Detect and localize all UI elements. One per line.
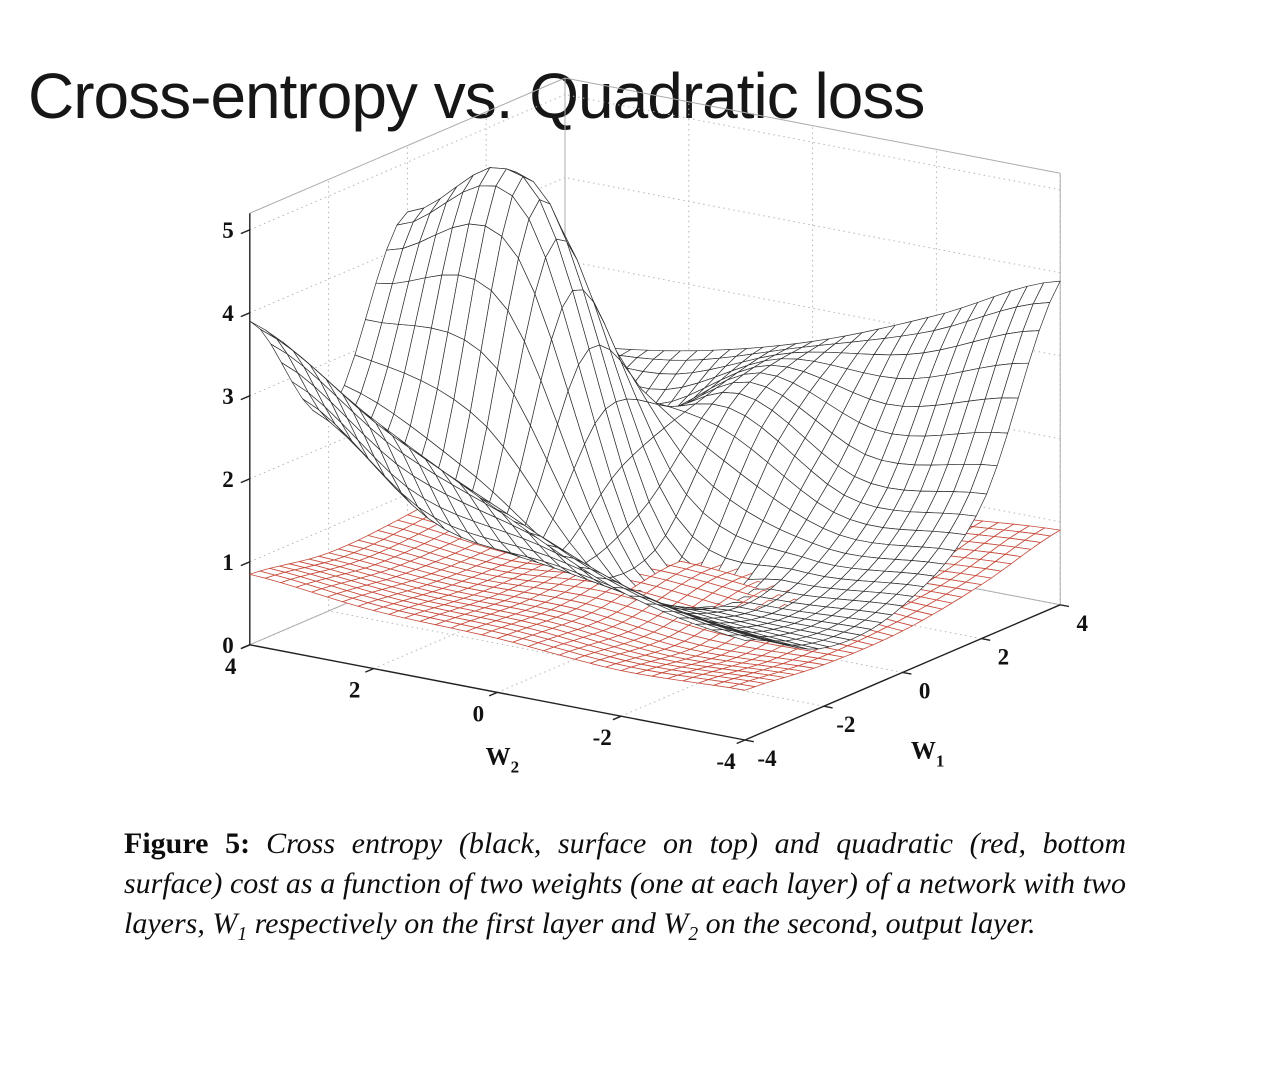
z-tick-label: 3 [222,384,234,409]
z-tick-label: 2 [222,467,234,492]
w2-tick-label: 0 [473,701,485,726]
mesh-surfaces [249,167,1061,691]
caption-w1-variable: W1 [212,907,247,945]
w1-tick-label: -2 [836,712,855,737]
w2-tick-label: -4 [716,749,736,774]
w2-tick-label: 2 [349,678,361,703]
caption-text-part-2: respectively on the first layer and [247,907,664,941]
w1-tick-label: 2 [998,645,1010,670]
caption-w1-base: W [212,907,238,941]
figure-caption: Figure 5: Cross entropy (black, surface o… [124,824,1126,949]
caption-w2-variable: W2 [663,907,698,945]
figure-caption-label: Figure 5: [124,827,251,860]
z-tick-label: 1 [222,550,234,575]
caption-w2-base: W [663,907,689,941]
w2-axis-label: W2 [486,743,520,776]
w1-tick-label: -4 [757,746,777,771]
page-title: Cross-entropy vs. Quadratic loss [28,59,925,132]
axis-labels: 0 1 2 3 4 5 -4 -2 0 2 4 -4 -2 0 2 4 W2 W1 [222,218,1088,777]
w1-axis-label: W1 [911,737,945,770]
w2-tick-label: 4 [225,654,237,679]
w2-tick-label: -2 [593,725,612,750]
w1-tick-label: 4 [1076,611,1088,636]
w1-tick-label: 0 [919,678,931,703]
z-tick-label: 0 [222,633,234,658]
caption-w2-sub: 2 [688,924,699,946]
caption-text-part-3: on the second, output layer. [698,907,1036,941]
caption-text-part-1: Cross entropy (black, surface on top) an… [124,827,1126,941]
z-tick-label: 5 [222,218,234,243]
axes [240,213,1070,745]
caption-w1-sub: 1 [237,924,248,946]
z-tick-label: 4 [222,301,234,326]
